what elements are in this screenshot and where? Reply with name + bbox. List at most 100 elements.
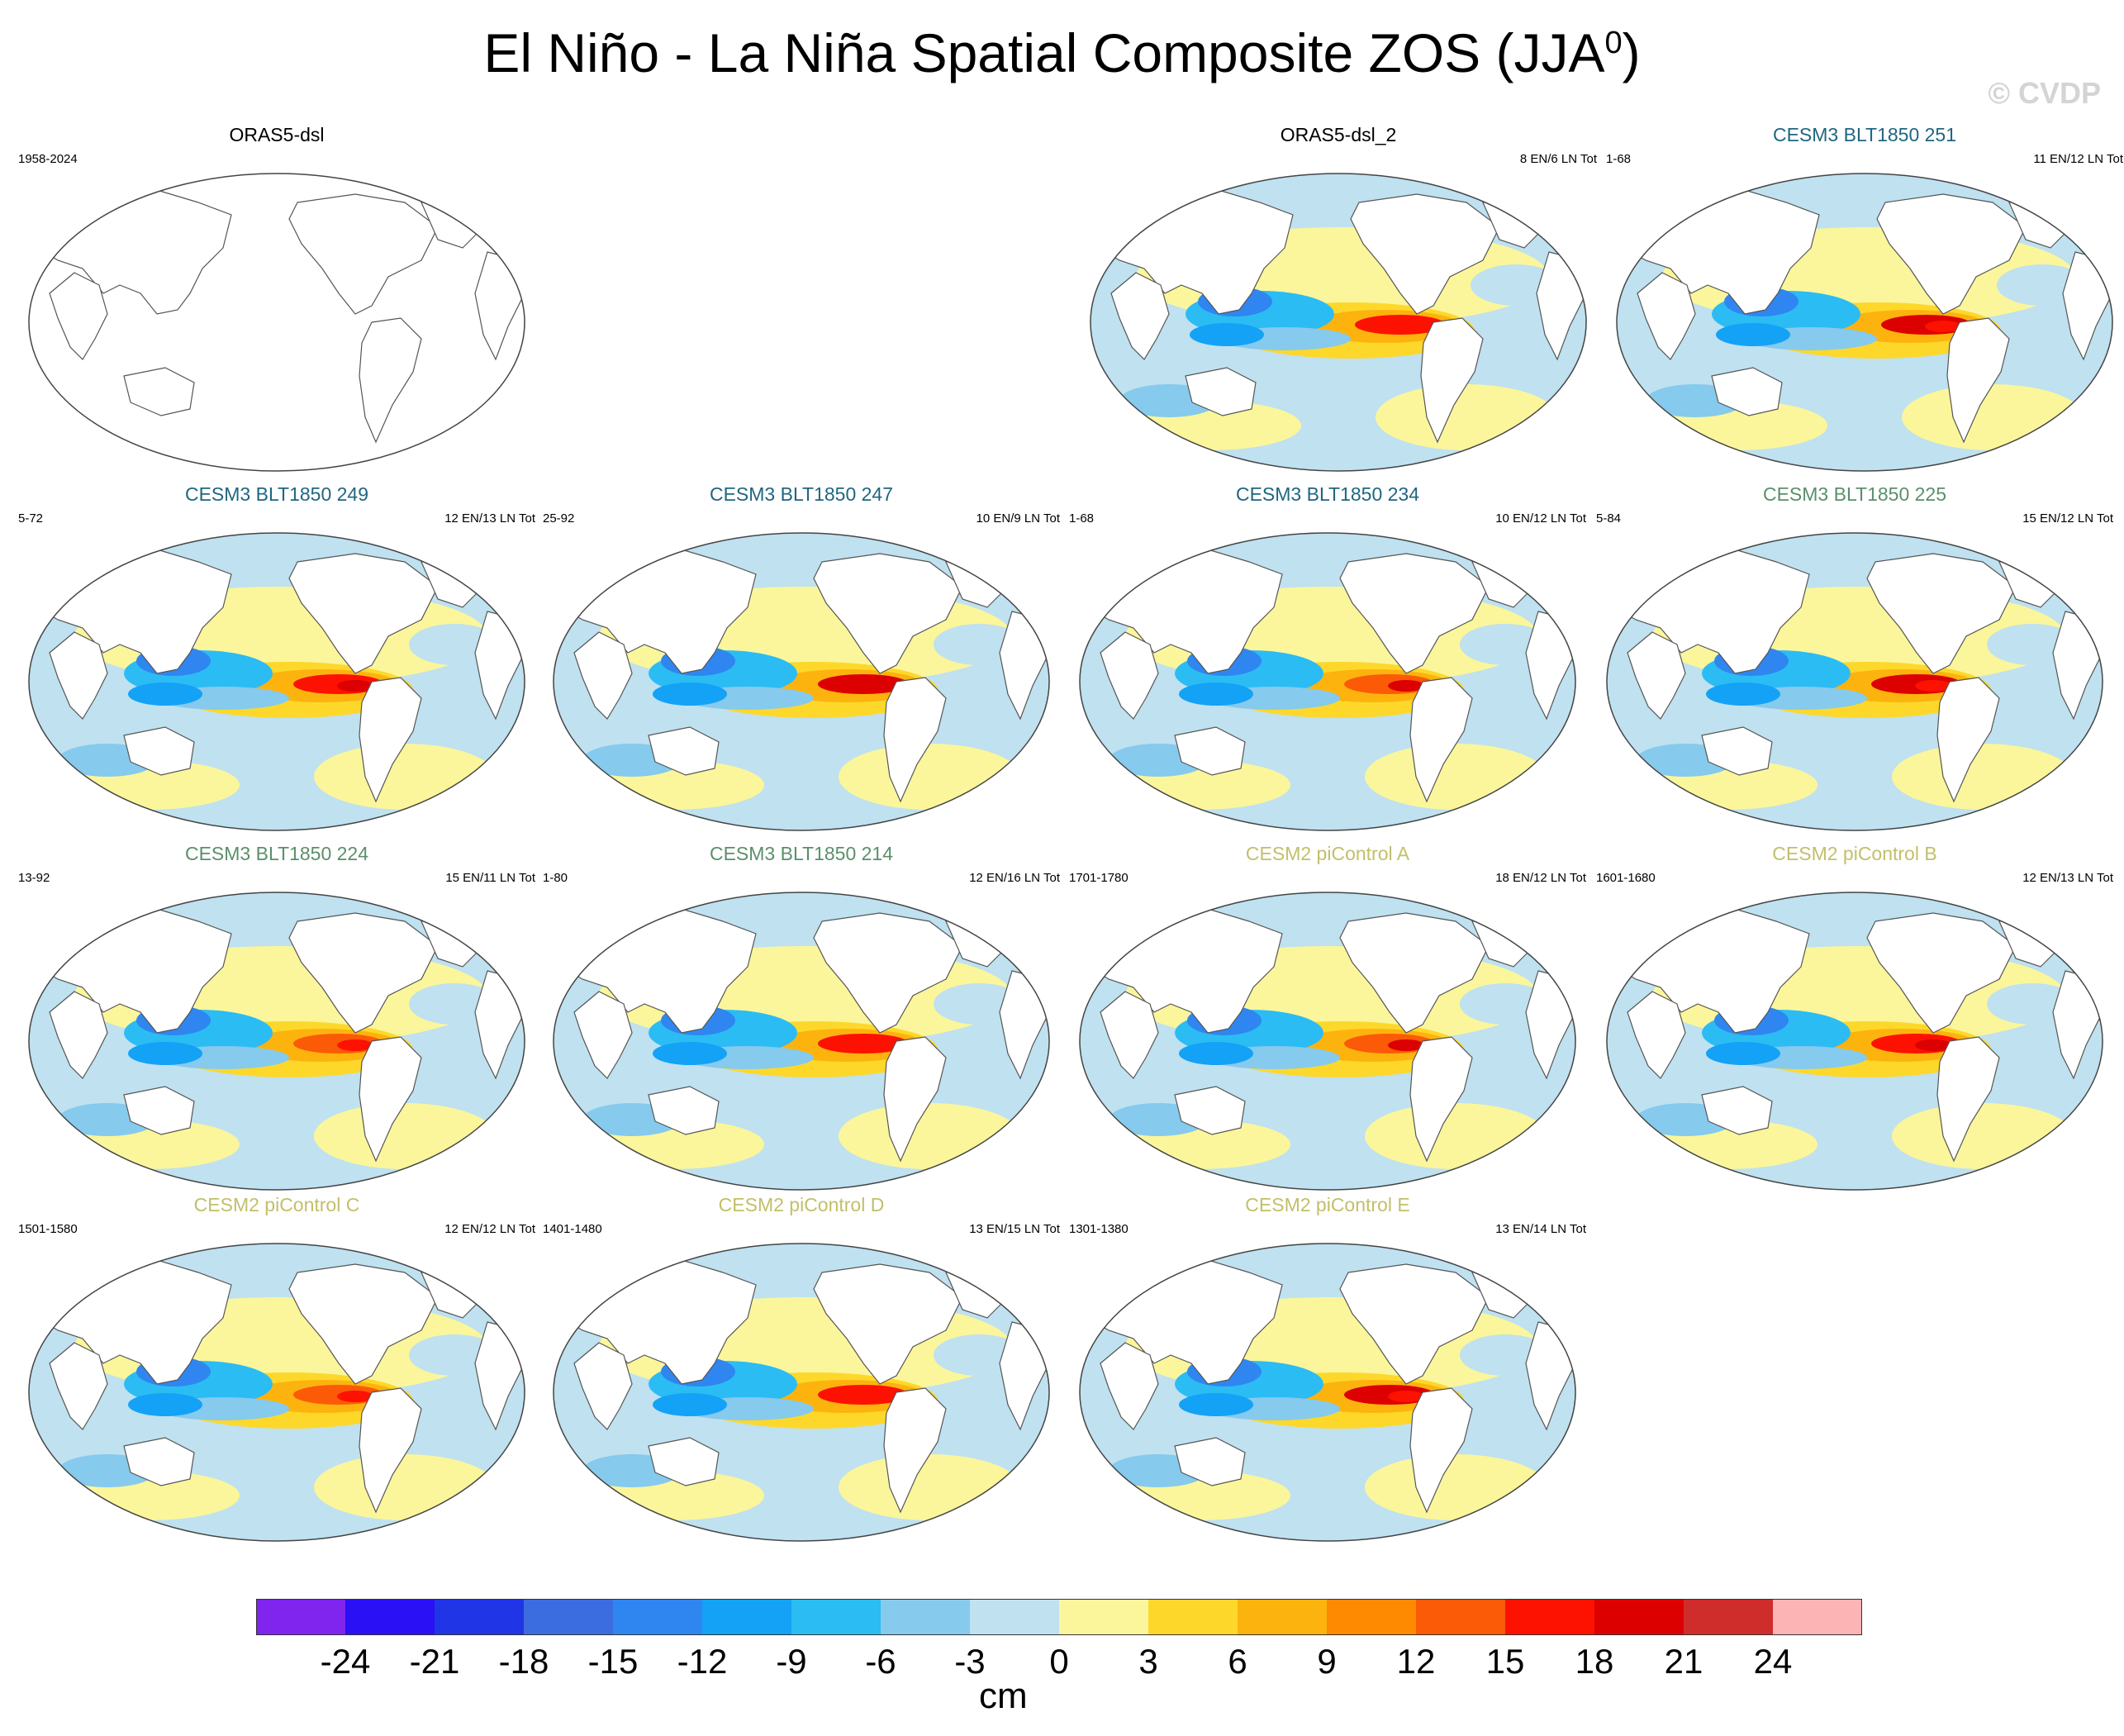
map-projection [1090, 173, 1587, 472]
panel-years: 13-92 [18, 871, 50, 885]
coastline [359, 1036, 422, 1163]
panel-event-count: 12 EN/13 LN Tot [444, 511, 535, 526]
coastline [1174, 1437, 1246, 1486]
coastline [1100, 631, 1159, 720]
coastline [883, 1387, 947, 1514]
panel-years: 1501-1580 [18, 1222, 78, 1236]
panel-event-count: 18 EN/12 LN Tot [1495, 871, 1586, 885]
coastline [288, 1263, 439, 1385]
panel-title: ORAS5-dsl_2 [1280, 124, 1397, 145]
coastline [1100, 991, 1159, 1079]
panel-event-count: 12 EN/13 LN Tot [2022, 871, 2113, 885]
coastline [1100, 1342, 1159, 1430]
colorbar-swatch [1594, 1599, 1684, 1635]
panel-event-count: 13 EN/14 LN Tot [1495, 1222, 1586, 1236]
map-border [1079, 1243, 1576, 1542]
map-panel: CESM3 BLT1850 224 13-92 15 EN/11 LN Tot [17, 843, 537, 1198]
coastline [1936, 1036, 2000, 1163]
map-panel: CESM2 piControl D 1401-1480 13 EN/15 LN To… [541, 1194, 1062, 1549]
coastline [1409, 677, 1473, 803]
colorbar-swatch [1505, 1599, 1594, 1635]
panel-years: 1601-1680 [1596, 871, 1656, 885]
coastline [123, 367, 195, 416]
panel-title: CESM3 BLT1850 224 [184, 843, 369, 864]
anomaly-region [337, 1039, 373, 1051]
panel-event-count: 15 EN/12 LN Tot [2022, 511, 2113, 526]
anomaly-region [653, 1393, 727, 1416]
coastline [1711, 367, 1783, 416]
anomaly-region [1706, 1042, 1780, 1065]
panel-event-count: 10 EN/9 LN Tot [976, 511, 1060, 526]
anomaly-region [1915, 680, 1951, 692]
colorbar-swatch [1684, 1599, 1773, 1635]
map-projection [553, 1243, 1050, 1542]
coastline [1936, 677, 2000, 803]
colorbar-swatch [970, 1599, 1059, 1635]
anomaly-region [1179, 1042, 1253, 1065]
colorbar-swatch [1238, 1599, 1327, 1635]
map-panel: CESM2 piControl A 1701-1780 18 EN/12 LN To… [1067, 843, 1588, 1198]
anomaly-region [1388, 680, 1424, 692]
colorbar-tick-label: -15 [587, 1642, 639, 1681]
anomaly-region [128, 1393, 202, 1416]
map-panel: CESM2 piControl E 1301-1380 13 EN/14 LN To… [1067, 1194, 1588, 1549]
map-panel: CESM3 BLT1850 214 1-80 12 EN/16 LN Tot [541, 843, 1062, 1198]
colorbar-swatch [1416, 1599, 1505, 1635]
map-panel: CESM3 BLT1850 251 1-68 11 EN/12 LN Tot [1604, 124, 2124, 479]
panel-years: 1-80 [543, 871, 568, 885]
colorbar-tick-label: -12 [677, 1642, 728, 1681]
map-border [28, 1243, 525, 1542]
coastline [49, 631, 108, 720]
colorbar-tick-label: -21 [409, 1642, 460, 1681]
coastline [1339, 1263, 1490, 1385]
anomaly-region [1388, 1391, 1424, 1402]
map-border [553, 532, 1050, 831]
coastline [648, 1086, 720, 1135]
colorbar-swatch [1327, 1599, 1416, 1635]
map-panel: CESM2 piControl C 1501-1580 12 EN/12 LN To… [17, 1194, 537, 1549]
panel-years: 1958-2024 [18, 152, 78, 166]
anomaly-region [1399, 321, 1435, 332]
map-projection [553, 532, 1050, 831]
coastline [1110, 272, 1170, 360]
colorbar-swatch [435, 1599, 524, 1635]
map-panel: CESM2 piControl B 1601-1680 12 EN/13 LN To… [1594, 843, 2115, 1198]
coastline [288, 912, 439, 1034]
panel-event-count: 13 EN/15 LN Tot [969, 1222, 1060, 1236]
coastline [359, 677, 422, 803]
coastline [883, 677, 947, 803]
panel-event-count: 11 EN/12 LN Tot [2033, 152, 2123, 166]
coastline [1185, 367, 1257, 416]
colorbar-tick-label: -18 [498, 1642, 549, 1681]
coastline [1627, 631, 1686, 720]
anomaly-region [1179, 1393, 1253, 1416]
anomaly-region [337, 1391, 373, 1402]
coastline [1339, 553, 1490, 674]
map-projection [28, 532, 525, 831]
anomaly-region [1915, 1039, 1951, 1051]
panel-years: 1-68 [1069, 511, 1095, 526]
anomaly-region [862, 680, 898, 692]
coastline [573, 631, 633, 720]
coastline [648, 1437, 720, 1486]
watermark: © CVDP [1988, 76, 2101, 110]
panel-title: CESM3 BLT1850 249 [184, 483, 369, 505]
colorbar-tick-label: 6 [1228, 1642, 1247, 1681]
map-projection [28, 173, 525, 472]
anomaly-region [653, 1042, 727, 1065]
coastline [1866, 553, 2017, 674]
panel-event-count: 8 EN/6 LN Tot [1519, 152, 1597, 166]
panel-years: 1301-1380 [1069, 1222, 1129, 1236]
colorbar-tick-label: 18 [1575, 1642, 1614, 1681]
anomaly-region [1925, 321, 1961, 332]
coastline [359, 317, 422, 444]
coastline [1627, 991, 1686, 1079]
anomaly-region [653, 683, 727, 706]
coastline [49, 991, 108, 1079]
colorbar-tick-label: 3 [1138, 1642, 1158, 1681]
coastline [1409, 1387, 1473, 1514]
colorbar-swatch [256, 1599, 345, 1635]
panel-years: 1401-1480 [543, 1222, 602, 1236]
map-panel: ORAS5-dsl 1958-2024 [17, 124, 537, 479]
anomaly-region [1706, 683, 1780, 706]
